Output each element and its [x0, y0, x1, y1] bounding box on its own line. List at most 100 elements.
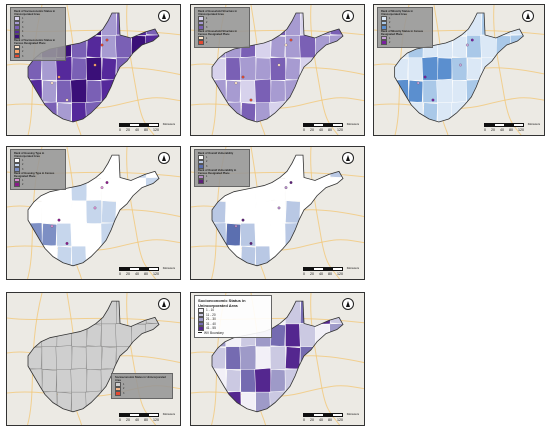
legend-swatch	[14, 53, 20, 59]
county	[328, 367, 343, 394]
county	[86, 223, 102, 247]
state-outline	[211, 154, 344, 267]
scale-unit: Kilometers	[162, 123, 175, 126]
scale-tick-label: 0	[303, 127, 305, 132]
legend-entry: 1	[115, 382, 169, 387]
scale-tick-label: 80	[509, 127, 513, 132]
legend-label: 3	[206, 25, 208, 29]
county	[116, 13, 132, 36]
county	[240, 79, 256, 103]
scale-tick-label: 80	[144, 127, 148, 132]
county	[255, 57, 271, 81]
north-arrow-icon	[158, 298, 170, 310]
county	[41, 79, 58, 103]
county	[240, 369, 256, 393]
legend-swatch	[14, 177, 20, 183]
legend-swatch	[198, 321, 204, 326]
legend-entry: 2	[198, 179, 246, 184]
census-place-marker	[249, 98, 253, 102]
legend-entry: 3	[198, 164, 246, 169]
legend-label: 2	[22, 163, 24, 167]
county	[85, 390, 103, 412]
legend-swatch	[381, 16, 387, 21]
legend-swatch	[198, 20, 204, 26]
legend-label: 3	[22, 54, 24, 58]
scale-tick-label: 80	[144, 271, 148, 276]
county	[285, 346, 301, 370]
scale-unit: Kilometers	[346, 267, 359, 270]
county	[101, 35, 117, 59]
legend-items: 1 - 10 11 - 20 21 - 30 31 - 40 41 - 55	[198, 308, 268, 331]
legend-swatch	[14, 34, 20, 39]
county	[28, 222, 43, 247]
legend-swatch	[198, 164, 204, 169]
scale-tick-label: 0	[303, 417, 305, 422]
legend-swatch	[198, 16, 204, 21]
legend-title: Rank of Housing Type in Unincorporated A…	[14, 152, 45, 159]
road	[310, 147, 341, 279]
legend-entry: 1	[14, 177, 62, 183]
county	[300, 155, 316, 179]
legend-entry: 31 - 40	[198, 321, 268, 326]
legend-label: 5	[22, 34, 24, 38]
state-outline	[27, 12, 160, 123]
county	[509, 34, 524, 59]
legend-entry: 3	[381, 25, 429, 30]
census-place-marker	[50, 81, 54, 85]
legend-entry: 1	[198, 16, 246, 21]
legend-swatch	[198, 155, 204, 160]
map-panel-3: Rank of Minority Status in Unincorporate…	[373, 4, 545, 136]
county	[450, 101, 468, 122]
census-place-marker	[234, 224, 238, 228]
county	[240, 245, 256, 266]
scale-tick-label: 80	[328, 127, 332, 132]
scale-tick-label: 0	[303, 271, 305, 276]
census-place-marker	[465, 43, 469, 47]
county	[509, 78, 524, 104]
county	[436, 78, 454, 104]
county	[56, 223, 72, 247]
county	[300, 223, 316, 247]
legend-title: Socioeconomic Status in Unincorporated A…	[115, 376, 166, 383]
road	[126, 293, 157, 425]
county	[299, 101, 316, 122]
census-place-marker	[100, 186, 104, 190]
legend-swatch	[115, 382, 121, 387]
county	[41, 369, 58, 393]
north-arrow-icon	[342, 10, 354, 22]
county	[329, 391, 343, 412]
north-arrow-icon	[342, 298, 354, 310]
county	[41, 301, 58, 325]
legend-swatch	[381, 20, 387, 26]
county	[510, 102, 524, 122]
county	[300, 79, 316, 103]
county	[240, 102, 256, 122]
county	[70, 221, 88, 248]
county	[70, 367, 88, 394]
legend-title: Rank of Minority Status in Unincorporate…	[381, 10, 413, 17]
road	[126, 5, 155, 135]
census-place-marker	[277, 63, 281, 67]
county	[28, 368, 43, 393]
legend-entry: 2	[381, 20, 429, 26]
north-arrow-icon	[522, 10, 534, 22]
legend-label: 41 - 55	[206, 326, 216, 331]
county	[212, 57, 227, 81]
legend-label: 1	[22, 45, 24, 49]
legend-entry: 2	[381, 40, 429, 45]
scale-tick-label: 20	[126, 127, 130, 132]
county	[285, 57, 301, 81]
legend-swatch	[14, 25, 20, 30]
scale-tick-label: 80	[328, 417, 332, 422]
legend-label: 2	[206, 179, 208, 183]
county	[86, 177, 102, 201]
census-place-marker	[93, 63, 97, 67]
county	[270, 35, 286, 59]
census-place-marker	[57, 218, 61, 222]
scale-tick-label: 80	[144, 417, 148, 422]
county	[394, 102, 409, 122]
legend-swatch	[198, 179, 204, 184]
county	[394, 57, 409, 81]
